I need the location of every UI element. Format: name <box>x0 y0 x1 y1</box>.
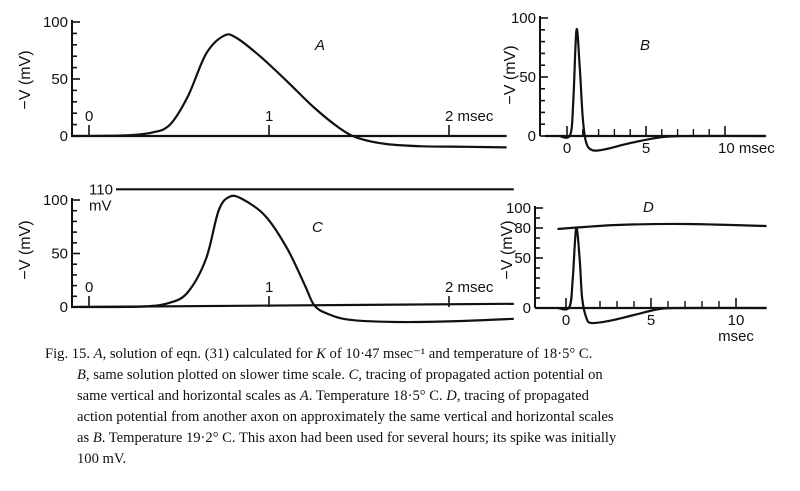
caption-text: 100 mV. <box>77 451 127 467</box>
y-tick-label: 50 <box>51 71 68 88</box>
y-tick-label: 50 <box>51 246 68 263</box>
x-tick-label: 10 <box>728 312 745 329</box>
caption-line: as B. Temperature 19·2° C. This axon had… <box>77 428 616 449</box>
series-baseline <box>70 302 514 309</box>
caption-text: C <box>348 367 359 383</box>
y-tick-label: 0 <box>60 128 68 145</box>
series-recorded-action-potential <box>79 194 514 324</box>
x-tick-label: 0 <box>563 140 571 157</box>
caption-text: B <box>92 430 102 446</box>
caption-text: . Temperature 19·2° C. This axon had bee… <box>101 430 617 446</box>
x-tick-label: 5 <box>647 312 655 329</box>
caption-text: Fig. 15. <box>45 346 94 362</box>
panel-label: D <box>643 199 654 216</box>
y-axis-label: −V (mV) <box>499 220 516 279</box>
x-tick-label: 0 <box>562 312 570 329</box>
caption-text: of 10·47 msec⁻¹ and temperature of 18·5°… <box>325 346 593 362</box>
y-tick-label: 100 <box>506 200 531 217</box>
caption-text: B <box>77 367 86 383</box>
y-tick-label: 100 <box>511 10 536 27</box>
x-tick-label: 1 <box>265 108 273 125</box>
caption-text: K <box>316 346 326 362</box>
x-tick-label: 5 <box>642 140 650 157</box>
panel-label: A <box>314 37 325 54</box>
y-tick-label: 100 <box>43 192 68 209</box>
x-tick-label: 0 <box>85 279 93 296</box>
y-tick-label: 50 <box>514 250 531 267</box>
caption-text: A <box>93 346 103 362</box>
caption-text: , solution of eqn. (31) calculated for <box>102 346 317 362</box>
caption-line: 100 mV. <box>77 449 126 470</box>
caption-line: Fig. 15. A, solution of eqn. (31) calcul… <box>45 344 592 365</box>
y-tick-label: 0 <box>60 299 68 316</box>
caption-text: A <box>299 388 309 404</box>
caption-line: action potential from another axon on ap… <box>77 407 614 428</box>
caption-text: action potential from another axon on ap… <box>77 409 614 425</box>
x-unit-label: msec <box>718 328 754 345</box>
x-tick-label: 2 msec <box>445 108 494 125</box>
x-tick-label: 1 <box>265 279 273 296</box>
panel-label: C <box>312 219 323 236</box>
panel-b: 0 50 100 −V (mV) 0 5 10 msec B <box>502 10 775 157</box>
y-tick-label: 100 <box>43 14 68 31</box>
reference-value-label: 110 <box>89 181 113 198</box>
caption-text: same vertical and horizontal scales as <box>77 388 300 404</box>
caption-line: same vertical and horizontal scales as A… <box>77 386 589 407</box>
caption-text: as <box>77 430 93 446</box>
y-tick-label: 50 <box>519 69 536 86</box>
caption-text: , same solution plotted on slower time s… <box>85 367 349 383</box>
y-axis-label: −V (mV) <box>17 220 34 279</box>
y-tick-label: 0 <box>528 128 536 145</box>
caption-text: D <box>446 388 457 404</box>
y-axis-label: −V (mV) <box>17 50 34 109</box>
caption-line: B, same solution plotted on slower time … <box>77 365 603 386</box>
series-upper-reference <box>557 222 767 231</box>
x-tick-label: 10 msec <box>718 140 775 157</box>
y-axis-label: −V (mV) <box>502 45 519 104</box>
panel-a: 0 50 100 −V (mV) 0 1 2 msec A <box>17 14 507 149</box>
x-tick-label: 2 msec <box>445 279 494 296</box>
y-tick-label: 0 <box>523 300 531 317</box>
x-tick-label: 0 <box>85 108 93 125</box>
caption-text: . Temperature 18·5° C. <box>308 388 447 404</box>
y-tick-label: 80 <box>514 220 531 237</box>
panel-label: B <box>640 37 650 54</box>
caption-text: , tracing of propagated action potential… <box>358 367 603 383</box>
series-computed-action-potential <box>70 33 507 149</box>
series-computed-action-potential <box>558 27 765 152</box>
reference-unit-label: mV <box>89 197 112 214</box>
caption-text: , tracing of propagated <box>456 388 589 404</box>
